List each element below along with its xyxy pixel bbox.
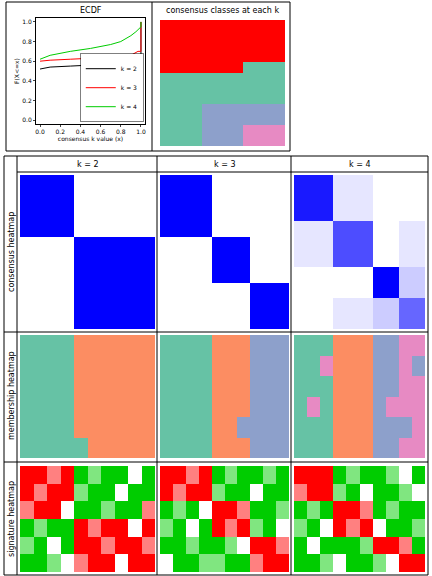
svg-text:0.2: 0.2 xyxy=(22,97,32,104)
svg-text:consensus k value (x): consensus k value (x) xyxy=(58,135,123,142)
svg-text:0.0: 0.0 xyxy=(35,128,45,135)
svg-text:0.6: 0.6 xyxy=(22,57,32,64)
svg-text:0.4: 0.4 xyxy=(76,128,86,135)
svg-text:0.6: 0.6 xyxy=(96,128,106,135)
svg-text:signature heatmap: signature heatmap xyxy=(7,481,16,557)
svg-text:membership heatmap: membership heatmap xyxy=(7,351,16,440)
svg-text:ECDF: ECDF xyxy=(80,6,102,15)
svg-text:1.0: 1.0 xyxy=(136,128,146,135)
svg-text:1.0: 1.0 xyxy=(22,18,32,25)
svg-text:0.2: 0.2 xyxy=(55,128,65,135)
svg-text:k = 3: k = 3 xyxy=(214,160,236,169)
svg-text:consensus heatmap: consensus heatmap xyxy=(7,212,16,292)
svg-text:0.8: 0.8 xyxy=(116,128,126,135)
svg-text:consensus classes at each k: consensus classes at each k xyxy=(166,6,279,15)
svg-text:k = 2: k = 2 xyxy=(121,65,137,72)
svg-text:k = 4: k = 4 xyxy=(349,160,371,169)
svg-text:0.8: 0.8 xyxy=(22,38,32,45)
svg-text:k = 3: k = 3 xyxy=(121,84,137,91)
svg-text:F(X<=x): F(X<=x) xyxy=(13,58,20,84)
svg-text:k = 2: k = 2 xyxy=(77,160,99,169)
svg-text:0.0: 0.0 xyxy=(22,116,32,123)
svg-text:0.4: 0.4 xyxy=(22,77,32,84)
svg-text:k = 4: k = 4 xyxy=(121,103,137,110)
